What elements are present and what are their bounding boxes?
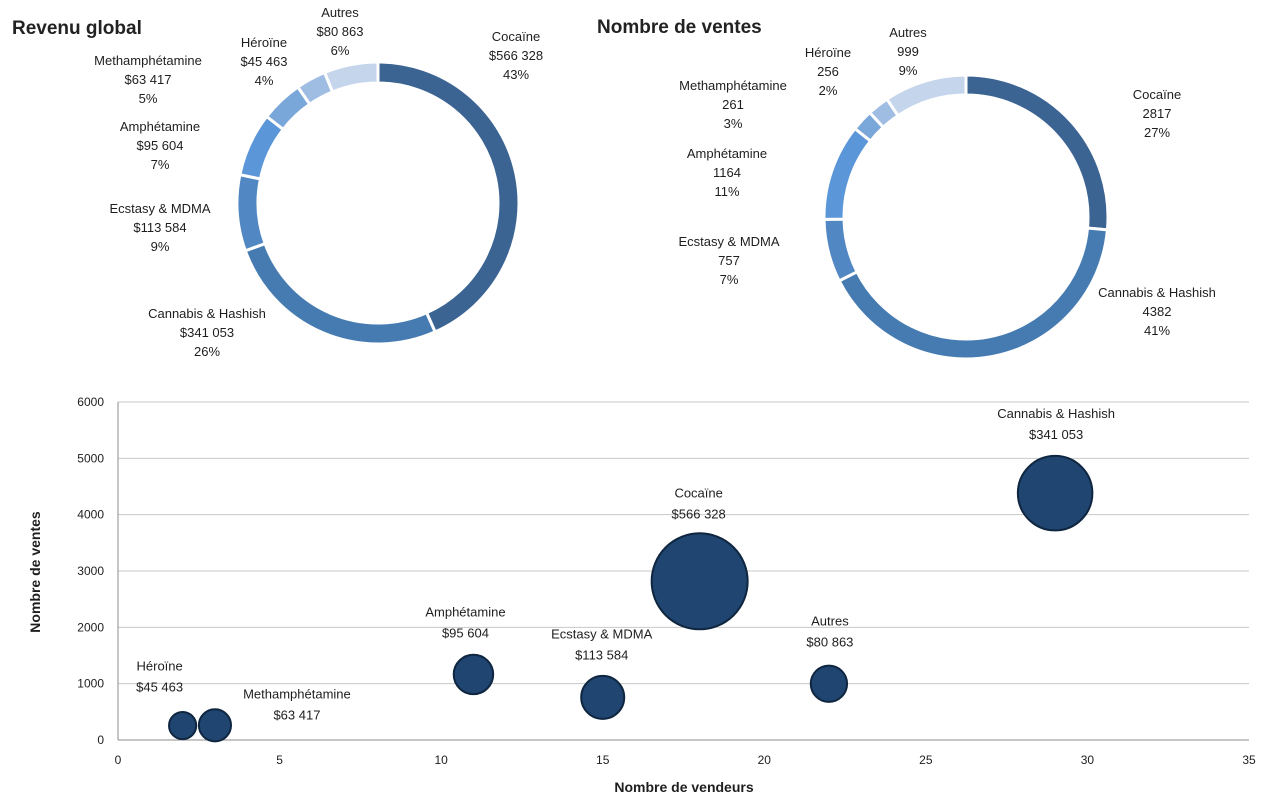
x-tick-label: 25 <box>919 753 933 767</box>
y-tick-label: 3000 <box>77 564 104 578</box>
y-tick-label: 0 <box>97 733 104 747</box>
x-tick-label: 35 <box>1242 753 1256 767</box>
bubble-amphetamine <box>452 653 495 696</box>
sales-label-ecstasy-and-mdma: Ecstasy & MDMA 757 7% <box>678 234 779 287</box>
bubble-x-ticks: 0 5 10 15 20 25 30 35 <box>115 753 1256 767</box>
revenue-label-methamphetamine: Methamphétamine $63 417 5% <box>94 53 202 106</box>
sales-donut-labels: Cocaïne 2817 27% Cannabis & Hashish 4382 41% E… <box>678 25 1215 338</box>
bubble-label-ecstasy-and-mdma: Ecstasy & MDMA $113 584 <box>551 626 652 662</box>
bubble-ecstasy-and-mdma <box>580 674 626 720</box>
sales-chart-title: Nombre de ventes <box>597 17 762 38</box>
bubble-label-cocaine: Cocaïne $566 328 <box>672 485 726 521</box>
bubble-cannabis-and-hashish <box>1016 454 1094 532</box>
x-tick-label: 5 <box>276 753 283 767</box>
bubble-autres <box>809 664 849 703</box>
sales-slice-ecstasy-and-mdma <box>822 217 860 283</box>
revenue-label-cannabis-and-hashish: Cannabis & Hashish $341 053 26% <box>148 306 266 359</box>
bubble-cocaine <box>650 532 749 631</box>
revenue-label-ecstasy-and-mdma: Ecstasy & MDMA $113 584 9% <box>109 201 210 254</box>
revenue-donut-labels: Cocaïne $566 328 43% Cannabis & Hashish $341… <box>94 5 543 359</box>
bubble-points <box>168 454 1094 743</box>
sales-slice-autres <box>884 73 968 118</box>
y-tick-label: 4000 <box>77 508 104 522</box>
y-tick-label: 2000 <box>77 620 104 634</box>
bubble-data-labels: Héroïne $45 463 Methamphétamine $63 417 Amph… <box>136 406 1115 722</box>
y-tick-label: 6000 <box>77 395 104 409</box>
revenue-slice-cannabis-and-hashish <box>243 241 438 346</box>
sales-slice-cannabis-and-hashish <box>837 226 1110 361</box>
revenue-donut-chart: Revenu global Cocaïne $566 328 43% Cannabis… <box>12 5 543 359</box>
sales-label-autres: Autres 999 9% <box>889 25 927 78</box>
x-tick-label: 10 <box>434 753 448 767</box>
bubble-label-heroine: Héroïne $45 463 <box>136 659 183 695</box>
bubble-label-methamphetamine: Methamphétamine $63 417 <box>243 686 351 722</box>
x-axis-label: Nombre de vendeurs <box>614 779 753 795</box>
bubble-y-ticks: 0 1000 2000 3000 4000 5000 6000 <box>77 395 104 747</box>
revenue-slice-autres <box>322 60 380 94</box>
y-axis-label: Nombre de ventes <box>27 511 43 633</box>
x-tick-label: 30 <box>1081 753 1095 767</box>
revenue-label-autres: Autres $80 863 6% <box>317 5 364 58</box>
sales-donut-slices <box>822 73 1110 361</box>
x-tick-label: 20 <box>758 753 772 767</box>
sales-label-amphetamine: Amphétamine 1164 11% <box>687 146 767 199</box>
bubble-heroine <box>168 710 198 741</box>
bubble-chart: 0 1000 2000 3000 4000 5000 6000 0 5 10 15 20 25 30 35… <box>27 395 1256 795</box>
bubble-label-cannabis-and-hashish: Cannabis & Hashish $341 053 <box>997 406 1115 442</box>
y-tick-label: 5000 <box>77 451 104 465</box>
sales-donut-chart: Nombre de ventes Cocaïne 2817 27% Cannabis … <box>597 17 1216 361</box>
revenue-label-heroine: Héroïne $45 463 4% <box>241 35 288 88</box>
sales-label-methamphetamine: Methamphétamine 261 3% <box>679 78 787 131</box>
y-tick-label: 1000 <box>77 677 104 691</box>
revenue-label-amphetamine: Amphétamine $95 604 7% <box>120 119 200 172</box>
revenue-slice-cocaine <box>376 60 521 334</box>
bubble-label-amphetamine: Amphétamine $95 604 <box>425 604 505 640</box>
revenue-chart-title: Revenu global <box>12 18 142 39</box>
revenue-slice-ecstasy-and-mdma <box>235 172 268 253</box>
sales-label-heroine: Héroïne 256 2% <box>805 45 851 98</box>
bubble-label-autres: Autres $80 863 <box>806 614 853 650</box>
x-tick-label: 0 <box>115 753 122 767</box>
revenue-label-cocaine: Cocaïne $566 328 43% <box>489 29 543 82</box>
revenue-donut-slices <box>235 60 521 346</box>
sales-slice-amphetamine <box>822 126 873 221</box>
sales-slice-cocaine <box>964 73 1110 232</box>
sales-label-cocaine: Cocaïne 2817 27% <box>1133 87 1181 140</box>
x-tick-label: 15 <box>596 753 610 767</box>
bubble-methamphetamine <box>197 708 233 743</box>
sales-label-cannabis-and-hashish: Cannabis & Hashish 4382 41% <box>1098 285 1216 338</box>
